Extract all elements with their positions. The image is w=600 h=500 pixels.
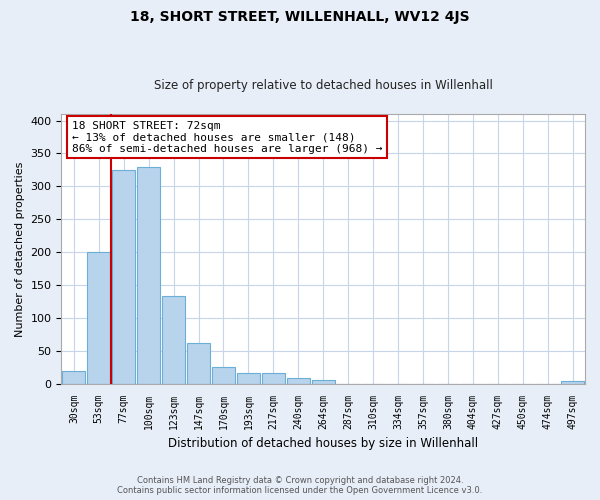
Bar (62, 371, 85, 384)
Bar (162, 296, 185, 384)
X-axis label: Distribution of detached houses by size in Willenhall: Distribution of detached houses by size … (168, 437, 478, 450)
Bar (561, 381, 584, 384)
Bar (212, 367, 235, 384)
Bar (312, 380, 335, 384)
Text: Contains HM Land Registry data © Crown copyright and database right 2024.
Contai: Contains HM Land Registry data © Crown c… (118, 476, 482, 495)
Bar (88, 252, 110, 384)
Bar (237, 372, 260, 384)
Text: 18 SHORT STREET: 72sqm
← 13% of detached houses are smaller (148)
86% of semi-de: 18 SHORT STREET: 72sqm ← 13% of detached… (72, 120, 382, 154)
Bar (287, 378, 310, 384)
Bar (262, 373, 285, 384)
Bar (137, 166, 160, 384)
Y-axis label: Number of detached properties: Number of detached properties (15, 161, 25, 336)
Title: Size of property relative to detached houses in Willenhall: Size of property relative to detached ho… (154, 79, 493, 92)
Bar (112, 170, 135, 384)
Bar (187, 343, 210, 384)
Text: 18, SHORT STREET, WILLENHALL, WV12 4JS: 18, SHORT STREET, WILLENHALL, WV12 4JS (130, 10, 470, 24)
